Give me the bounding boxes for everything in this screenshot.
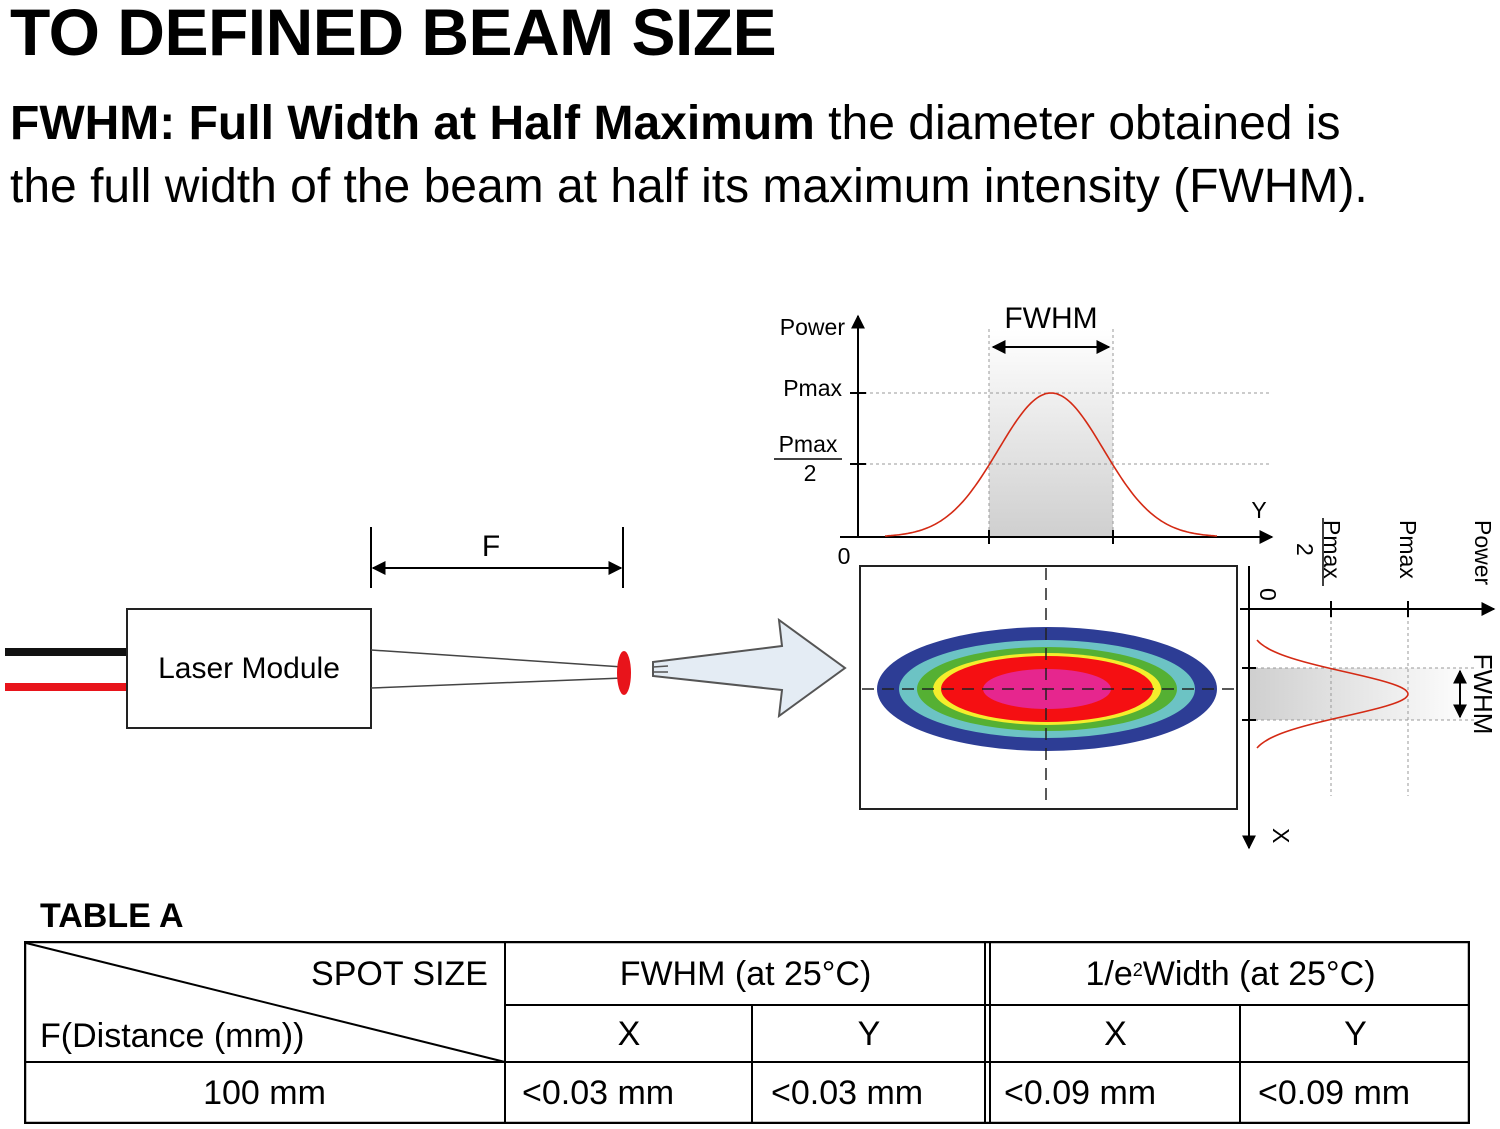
top-pmax-half-numerator: Pmax: [779, 431, 838, 457]
top-axis-label-y: Y: [1251, 497, 1266, 523]
top-power-label: Power: [780, 314, 846, 340]
beam-edge-lower: [370, 677, 624, 689]
laser-module-label: Laser Module: [158, 652, 340, 685]
header-1e2-sup: 2: [1132, 959, 1143, 980]
side-power-label: Power: [1470, 520, 1496, 586]
cell-e2-x: <0.09 mm: [1004, 1073, 1157, 1112]
top-fwhm-label: FWHM: [1004, 302, 1097, 335]
subheader-fwhm-x: X: [617, 1015, 641, 1053]
header-fwhm: FWHM (at 25°C): [619, 954, 872, 993]
description-line2: the full width of the beam at half its m…: [10, 160, 1368, 213]
top-origin-label: 0: [838, 543, 851, 569]
beam-edge-upper: [370, 649, 624, 668]
side-origin-label: 0: [1255, 588, 1281, 601]
description-bold: FWHM: Full Width at Half Maximum: [10, 97, 815, 150]
distance-label: F: [482, 530, 500, 563]
spot-size-table: SPOT SIZE F(Distance (mm)) FWHM (at 25°C…: [24, 941, 1470, 1124]
side-intensity-curve: [1256, 639, 1409, 749]
top-pmax-half-denominator: 2: [804, 460, 817, 486]
top-fwhm-band: [989, 329, 1113, 537]
beam-diagram: Laser Module F FWHM Power Pmax Pmax 2 Y …: [5, 302, 1498, 850]
laser-module-box: [126, 608, 372, 729]
side-pmax-half-denominator: 2: [1292, 543, 1318, 556]
description: FWHM: Full Width at Half Maximum the dia…: [10, 92, 1500, 218]
subheader-e2-x: X: [1104, 1015, 1127, 1053]
side-pmax-label: Pmax: [1395, 520, 1421, 579]
table-caption: TABLE A: [40, 897, 184, 935]
description-rest: the diameter obtained is: [814, 97, 1341, 150]
cell-e2-y: <0.09 mm: [1258, 1073, 1411, 1112]
side-fwhm-band: [1249, 668, 1474, 720]
cell-fwhm-y: <0.03 mm: [771, 1073, 924, 1112]
header-1e2-prefix: 1/e: [1085, 954, 1133, 993]
projection-arrow: [652, 617, 847, 719]
focus-spot: [617, 651, 631, 695]
table-grid: [24, 941, 1470, 1124]
header-1e2-suffix: Width (at 25°C): [1142, 954, 1376, 993]
cell-distance: 100 mm: [203, 1073, 326, 1112]
subheader-e2-y: Y: [1344, 1015, 1367, 1053]
header-spot-size: SPOT SIZE: [311, 954, 488, 993]
side-axis-label-x: X: [1268, 828, 1294, 843]
page-title: TO DEFINED BEAM SIZE: [10, 0, 777, 69]
projection-arrow-tail-1: [652, 665, 669, 668]
subheader-fwhm-y: Y: [857, 1015, 881, 1053]
side-fwhm-label: FWHM: [1468, 654, 1498, 735]
top-intensity-curve: [884, 392, 1218, 537]
cell-fwhm-x: <0.03 mm: [522, 1073, 675, 1112]
header-1e2-width: 1/e 2 Width (at 25°C): [991, 949, 1470, 999]
top-pmax-label: Pmax: [783, 375, 842, 401]
header-distance: F(Distance (mm)): [40, 1016, 305, 1055]
